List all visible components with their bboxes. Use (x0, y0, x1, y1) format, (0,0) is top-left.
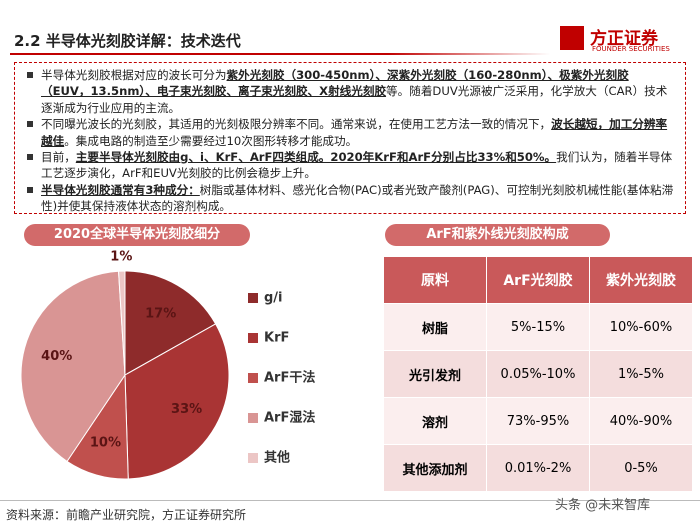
bullet-text: 。集成电路的制造至少需要经过10次图形转移才能成功。 (64, 133, 358, 148)
legend-swatch (248, 333, 258, 343)
value-label: 10% (90, 435, 121, 450)
bullet-text: 不同曝光波长的光刻胶，其适用的光刻极限分辨率不同。通常来说，在使用工艺方法一致的… (41, 117, 552, 132)
table: 原料 ArF光刻胶 紫外光刻胶 树脂 5%-15% 10%-60% 光引发剂 0.05%-10… (383, 256, 693, 492)
slide-title: 2.2 半导体光刻胶详解：技术迭代 (14, 32, 241, 50)
value-label: 33% (171, 402, 202, 417)
legend-swatch (248, 293, 258, 303)
table-cell: 0.05%-10% (486, 350, 590, 398)
bullet-text: 树脂或基体材料、感光化合物(PAC)或者光致产酸剂(PAG)、可控制光刻胶机械性… (41, 182, 674, 214)
bullet-text: 半导体光刻胶根据对应的波长可分为 (41, 68, 227, 82)
table-cell: 1%-5% (589, 350, 693, 398)
logo-en: FOUNDER SECURITIES (592, 45, 670, 53)
value-label: 40% (41, 349, 72, 364)
logo-icon (560, 26, 584, 50)
header-cell: ArF光刻胶 (486, 256, 590, 304)
pie-slice (20, 270, 126, 463)
pie-slice (118, 270, 126, 376)
table-cell: 溶剂 (383, 397, 487, 445)
table-title: ArF和紫外线光刻胶构成 (385, 224, 610, 246)
bullet: 不同曝光波长的光刻胶，其适用的光刻极限分辨率不同。通常来说，在使用工艺方法一致的… (27, 116, 675, 149)
legend-swatch (248, 413, 258, 423)
table-cell: 0-5% (589, 444, 693, 492)
bullet-text: 等。随着DUV光源被广泛采用，化学放大（CAR）技术逐渐成为行业应用的主流。 (41, 84, 668, 115)
table-cell: 树脂 (383, 303, 487, 351)
table-cell: 光引发剂 (383, 350, 487, 398)
watermark: 头条 @未来智库 (555, 498, 651, 513)
bullet: 半导体光刻胶根据对应的波长可分为紫外光刻胶（300-450nm）、深紫外光刻胶（… (27, 67, 675, 116)
title-rule (10, 53, 550, 55)
bullet-box: 半导体光刻胶根据对应的波长可分为紫外光刻胶（300-450nm）、深紫外光刻胶（… (14, 62, 686, 214)
bullet: 目前，主要半导体光刻胶由g、i、KrF、ArF四类组成。2020年KrF和ArF… (27, 149, 675, 182)
bullet-text: 紫外光刻胶（300-450nm）、深紫外光刻胶（160-280nm）、极紫外光刻… (41, 68, 629, 99)
header-row: 原料 ArF光刻胶 紫外光刻胶 (383, 256, 693, 304)
table-cell: 其他添加剂 (383, 444, 487, 492)
table-cell: 0.01%-2% (486, 444, 590, 492)
bullet-text: 波长越短，加工分辨率越佳 (41, 117, 668, 148)
bullet: 半导体光刻胶通常有3种成分：树脂或基体材料、感光化合物(PAC)或者光致产酸剂(… (27, 182, 675, 215)
table-cell: 10%-60% (589, 303, 693, 351)
logo-name: 方正证券 (590, 29, 658, 49)
legend-label: KrF (264, 331, 289, 346)
table-row: 其他添加剂 0.01%-2% 0-5% (383, 444, 693, 492)
legend-swatch (248, 453, 258, 463)
value-label: 17% (145, 306, 176, 321)
header-cell: 紫外光刻胶 (589, 256, 693, 304)
bullet-text: 半导体光刻胶通常有3种成分： (41, 182, 200, 197)
bullet-text: 主要半导体光刻胶由g、i、KrF、ArF四类组成。2020年KrF和ArF分别占… (75, 150, 557, 165)
value-label: 1% (110, 250, 132, 265)
table-row: 树脂 5%-15% 10%-60% (383, 303, 693, 351)
legend-label: g/i (264, 291, 283, 306)
bullet-text: 我们认为，随着半导体工艺逐步演化，ArF和EUV光刻胶的比例会稳步上升。 (41, 150, 673, 181)
table-cell: 40%-90% (589, 397, 693, 445)
table-row: 溶剂 73%-95% 40%-90% (383, 397, 693, 445)
bullet-text: 目前， (41, 150, 76, 165)
header-cell: 原料 (383, 256, 487, 304)
table-cell: 5%-15% (486, 303, 590, 351)
footer-rule (0, 500, 700, 501)
legend-label: ArF湿法 (264, 410, 315, 426)
source: 资料来源：前瞻产业研究院，方正证券研究所 (6, 508, 247, 522)
legend-label: ArF干法 (264, 370, 315, 386)
table-cell: 73%-95% (486, 397, 590, 445)
legend-label: 其他 (264, 450, 290, 466)
table-row: 光引发剂 0.05%-10% 1%-5% (383, 350, 693, 398)
pie-slice (124, 270, 217, 376)
legend-swatch (248, 373, 258, 383)
pie-slice (124, 323, 230, 480)
chart-title: 2020全球半导体光刻胶细分 (24, 224, 250, 246)
